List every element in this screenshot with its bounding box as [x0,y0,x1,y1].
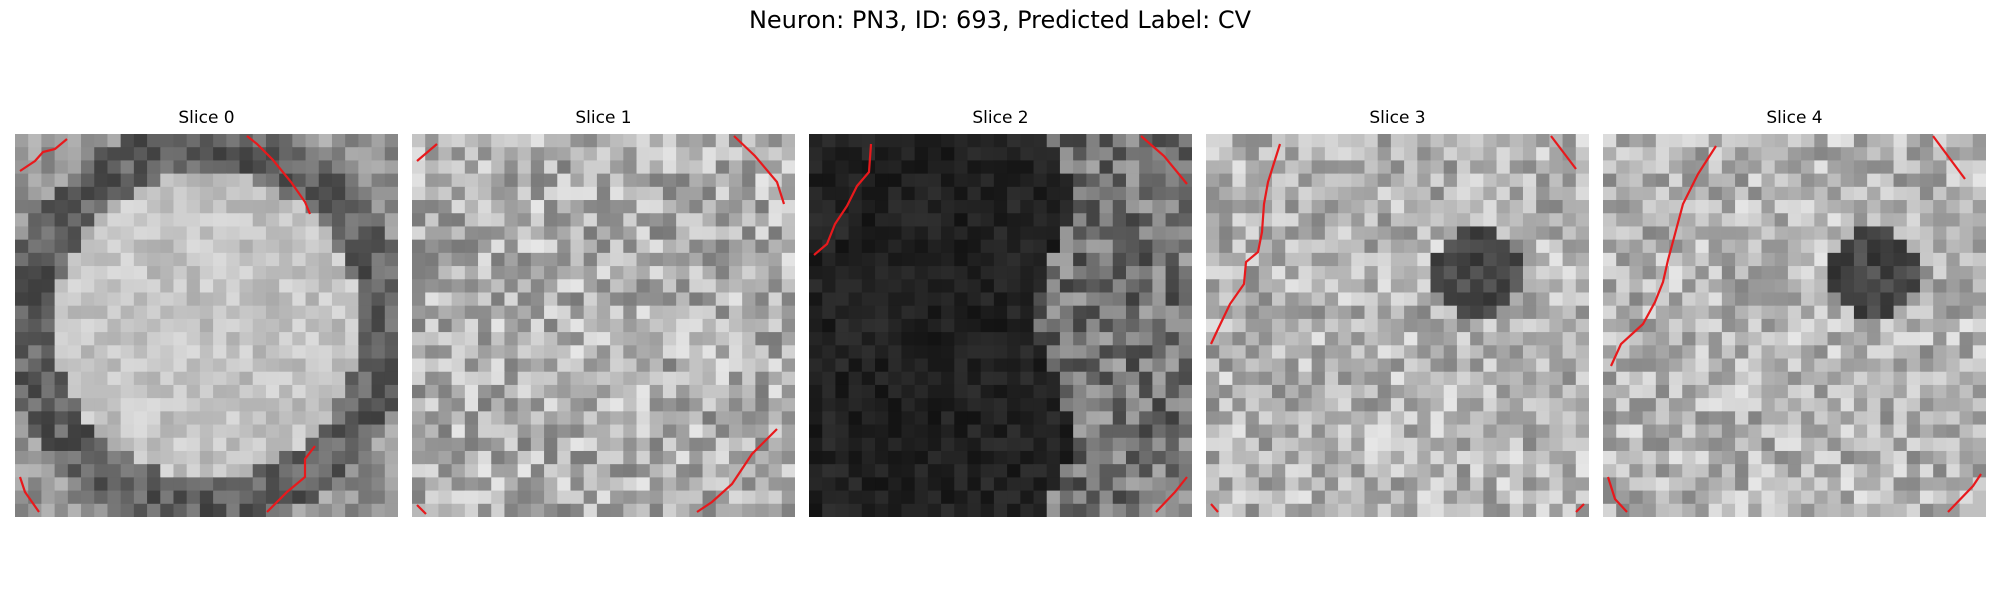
boundary-contour-1 [1140,135,1188,185]
boundary-contour-2 [1210,503,1219,513]
slice-title: Slice 2 [972,108,1029,128]
slice-title: Slice 0 [178,108,235,128]
boundary-contour-0 [19,138,68,172]
boundary-contour-1 [246,135,312,215]
boundary-contour-3 [1575,503,1585,513]
boundary-contour-2 [18,476,40,513]
figure-title: Neuron: PN3, ID: 693, Predicted Label: C… [748,6,1252,34]
boundary-contour-0 [1609,145,1717,367]
slice-image-4 [1603,134,1986,517]
slice-image-2 [809,134,1192,517]
boundary-contour-3 [266,445,316,513]
slice-image-1 [412,134,795,517]
boundary-contour-0 [813,143,873,256]
boundary-contour-2 [1606,476,1628,513]
slice-title: Slice 3 [1369,108,1426,128]
boundary-contour-2 [416,504,427,515]
slice-image-3 [1206,134,1589,517]
slice-image-0 [15,134,398,517]
boundary-contour-3 [696,428,778,513]
boundary-contour-1 [1932,135,1966,180]
boundary-contour-3 [1947,473,1982,513]
boundary-contour-0 [416,143,438,162]
boundary-contour-2 [1155,476,1188,513]
slice-title: Slice 1 [575,108,632,128]
boundary-contour-0 [1210,143,1282,345]
boundary-contour-1 [1550,135,1577,170]
boundary-contour-1 [733,135,786,205]
slice-title: Slice 4 [1766,108,1823,128]
